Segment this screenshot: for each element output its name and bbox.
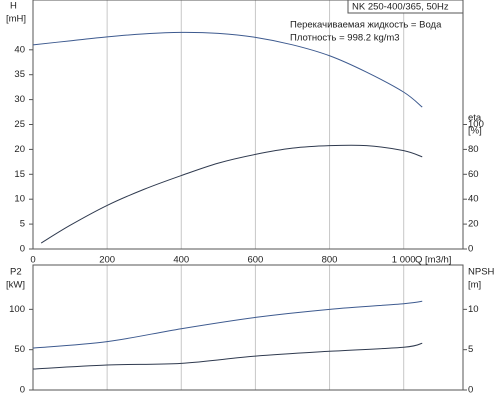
x-tick-label: 600 (247, 255, 263, 266)
annotation: Плотность = 998.2 kg/m3 (290, 33, 400, 44)
y-axis-unit: [mH] (6, 14, 26, 25)
y-tick-label: 0 (20, 385, 25, 396)
y2-axis-label: eta (468, 113, 482, 124)
annotation: Перекачиваемая жидкость = Вода (290, 20, 442, 31)
y-tick-label: 25 (14, 119, 25, 130)
y2-axis-label: NPSH (468, 267, 495, 278)
y-tick-label: 100 (9, 304, 25, 315)
curve (32, 342, 423, 370)
y2-tick-label: 5 (468, 344, 473, 355)
curve (40, 144, 423, 244)
y-tick-label: 35 (14, 69, 25, 80)
curve (32, 31, 423, 108)
x-tick-label: 400 (173, 255, 189, 266)
y2-tick-label: 0 (468, 244, 473, 255)
x-tick-label: 800 (322, 255, 338, 266)
y-axis-label: P2 (10, 267, 22, 278)
y-axis-label: H (10, 1, 17, 12)
x-axis-label: Q [m3/h] (415, 255, 451, 266)
y-tick-label: 30 (14, 94, 25, 105)
y-axis-unit: [kW] (6, 280, 25, 291)
y-tick-label: 40 (14, 44, 25, 55)
y2-tick-label: 10 (468, 304, 479, 315)
y-tick-label: 50 (14, 344, 25, 355)
y2-tick-label: 40 (468, 194, 479, 205)
y-tick-label: 0 (20, 244, 25, 255)
y-tick-label: 20 (14, 144, 25, 155)
chart-title: NK 250-400/365, 50Hz (352, 2, 449, 13)
y2-axis-unit: [%] (468, 126, 482, 137)
y2-tick-label: 80 (468, 144, 479, 155)
curve (32, 300, 423, 349)
x-tick-label: 1 000 (392, 255, 416, 266)
y2-tick-label: 20 (468, 219, 479, 230)
y2-tick-label: 60 (468, 169, 479, 180)
y-tick-label: 10 (14, 194, 25, 205)
y-tick-label: 5 (20, 219, 25, 230)
title-box (347, 0, 464, 14)
y-tick-label: 15 (14, 169, 25, 180)
x-tick-label: 200 (99, 255, 115, 266)
plot-frame (32, 264, 464, 391)
y2-tick-label: 0 (468, 385, 473, 396)
x-tick-label: 0 (30, 255, 35, 266)
y2-axis-unit: [m] (468, 280, 481, 291)
y2-tick-label: 100 (468, 119, 484, 130)
